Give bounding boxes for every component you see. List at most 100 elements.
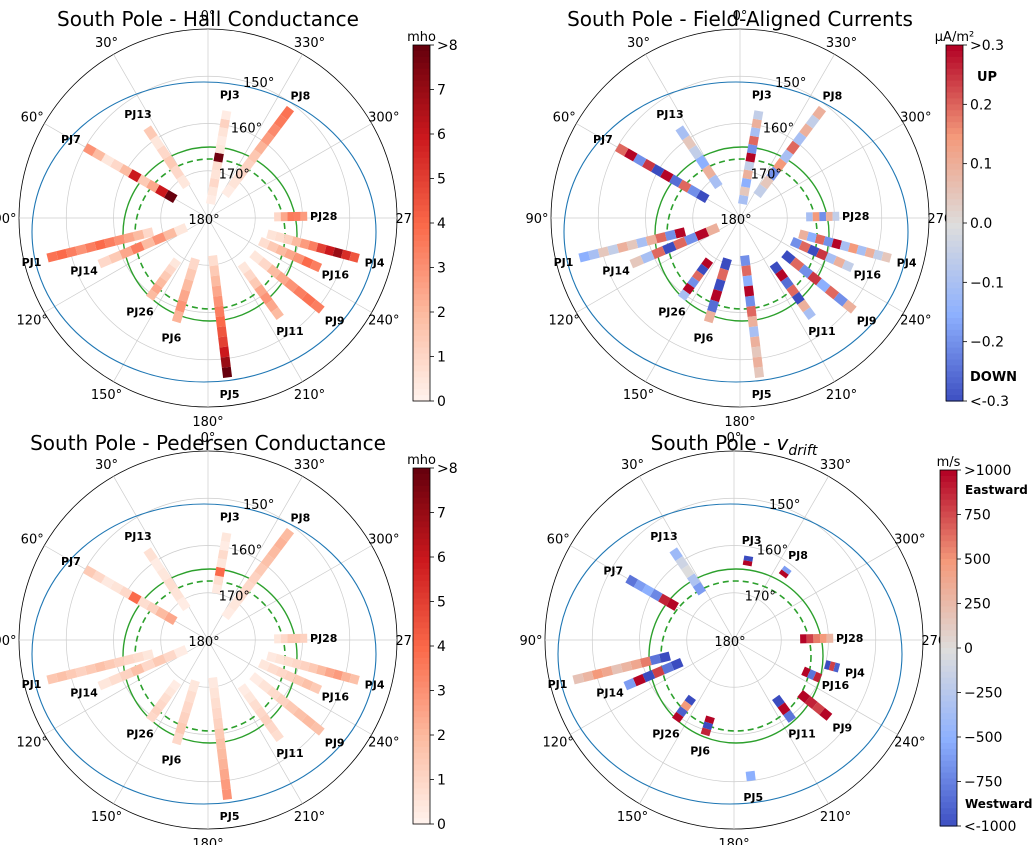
colorbar-strip [946, 264, 963, 272]
track-segment [130, 663, 145, 677]
angle-tick-label: 210° [826, 388, 857, 403]
track-segment [683, 232, 699, 246]
track-segment [659, 651, 671, 663]
track-segment [184, 267, 197, 282]
colorbar-strip [413, 515, 430, 522]
grid-spoke [733, 639, 829, 804]
track-segment [171, 310, 184, 324]
radial-tick-label: 150° [243, 498, 274, 513]
track-segment [265, 721, 279, 735]
colorbar-strip [413, 640, 430, 647]
track-segment [275, 693, 290, 708]
colorbar-tick-label: 7 [437, 506, 446, 522]
track-segment [792, 131, 807, 146]
track-label: PJ3 [220, 511, 240, 524]
track-segment [791, 291, 805, 305]
track-segment [743, 285, 755, 297]
colorbar-strip [413, 45, 430, 52]
track-segment [682, 135, 697, 151]
colorbar-unit-label: μA/m² [935, 30, 974, 45]
track-segment [816, 278, 831, 293]
polar-panel-1: South Pole - Hall Conductance PJ3 PJ8 PJ28 P… [0, 7, 458, 430]
track-segment [672, 711, 684, 723]
colorbar-strip [940, 564, 957, 572]
radial-tick-label: 150° [243, 76, 274, 91]
track-segment [156, 566, 171, 582]
track-segment [163, 576, 178, 592]
colorbar-strip [946, 122, 963, 129]
angle-tick-label: 60° [553, 111, 576, 126]
track-segment [284, 278, 299, 293]
track-segment [143, 547, 158, 563]
angle-tick-label: 120° [17, 736, 48, 751]
track-segment [716, 267, 729, 282]
track-pj28: PJ28 [806, 210, 869, 223]
track-segment [828, 661, 836, 672]
track-segment [119, 668, 134, 682]
track-segment [745, 770, 756, 782]
track-segment [307, 662, 319, 674]
colorbar-tick-label: −750 [964, 775, 1002, 791]
radial-tick-label: 160° [231, 122, 262, 137]
colorbar-strip [940, 665, 957, 673]
track-label: PJ3 [220, 89, 240, 102]
colorbar-strip [946, 145, 963, 153]
track-segment [181, 700, 194, 714]
track-segment [141, 236, 156, 250]
track-segment [216, 748, 228, 760]
track-segment [141, 658, 156, 672]
track-segment [209, 177, 220, 188]
colorbar-strip [940, 594, 957, 602]
track-segment [841, 260, 855, 273]
track-segment [777, 702, 791, 716]
colorbar-strip [413, 300, 430, 307]
track-segment [137, 174, 151, 188]
track-segment [753, 366, 765, 379]
colorbar-strip [413, 128, 430, 135]
track-label: PJ28 [310, 632, 337, 645]
track-pj3: PJ3 [211, 511, 240, 595]
track-segment [753, 183, 768, 199]
colorbar-strip [946, 223, 963, 230]
track-segment [82, 143, 97, 157]
track-pj4: PJ4 [266, 229, 385, 270]
colorbar-strip [413, 539, 430, 546]
track-segment [241, 579, 255, 595]
track-segment [155, 184, 169, 198]
track-pj14: PJ14 [602, 223, 721, 278]
track-segment [221, 605, 236, 621]
radial-tick-label: 170° [219, 589, 250, 604]
angle-tick-label: 30° [95, 458, 118, 473]
colorbar-annotation-top: Eastward [965, 483, 1028, 497]
track-segment [607, 244, 619, 256]
track-pj5: PJ5 [208, 254, 239, 401]
colorbar-tick-label: >0.3 [970, 38, 1004, 54]
track-pj14: PJ14 [70, 223, 189, 278]
track-segment [299, 660, 310, 672]
track-segment [243, 690, 257, 704]
colorbar-tick-label: >8 [437, 461, 458, 477]
track-segment [259, 713, 273, 727]
track-segment [779, 149, 794, 164]
track-segment [220, 110, 232, 121]
track-pj6: PJ6 [693, 257, 732, 345]
track-label: PJ16 [322, 269, 350, 282]
colorbar-strip [413, 711, 430, 718]
track-segment [108, 672, 123, 686]
colorbar-strip [413, 276, 430, 283]
track-pj7: PJ7 [603, 564, 679, 611]
track-segment [274, 653, 286, 665]
track-segment [641, 158, 656, 172]
oval-boundary-line [31, 503, 377, 805]
track-pj5: PJ5 [740, 254, 772, 401]
track-segment [778, 569, 789, 579]
colorbar-strip [413, 533, 430, 540]
colorbar-strip [413, 139, 430, 147]
track-segment [658, 593, 671, 607]
colorbar-strip [946, 365, 963, 372]
track-label: PJ8 [291, 89, 311, 102]
colorbar-strip [946, 62, 963, 70]
colorbar-strip [940, 535, 957, 542]
track-segment [769, 261, 783, 275]
